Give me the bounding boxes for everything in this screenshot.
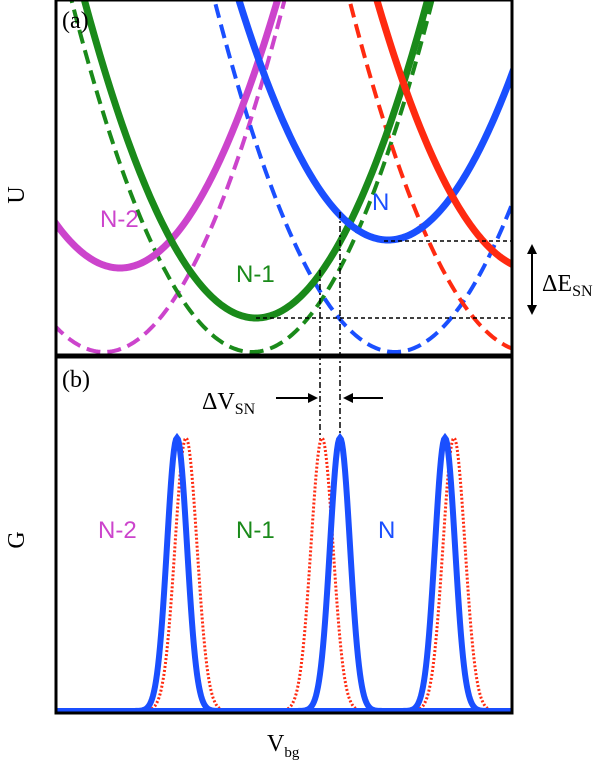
parabola-n-2-dashed <box>56 0 287 354</box>
conductance-peaks <box>56 432 512 713</box>
parabola-n-2-solid <box>56 0 282 272</box>
curve-label-n-2: N-2 <box>100 206 139 233</box>
red-peak-2 <box>56 435 512 713</box>
delta-v-annotation: ΔVSN <box>202 389 383 418</box>
panel-b: (b) G N-2 N-1 N ΔVSN Vbg <box>4 355 514 761</box>
red-peak-3 <box>56 435 512 713</box>
panel-a: (a) U N-2 N-1 N <box>4 0 514 440</box>
panel-a-tag: (a) <box>62 8 89 34</box>
panel-b-tag: (b) <box>62 367 90 393</box>
red-peak-1 <box>56 435 512 713</box>
delta-e-base: ΔE <box>542 271 572 297</box>
peak-label-n-1: N-1 <box>236 517 275 544</box>
delta-e-sub: SN <box>572 283 593 300</box>
parabola-n-solid <box>235 0 512 244</box>
curve-label-n: N <box>372 189 389 216</box>
parabola-n-plus-1-dashed <box>347 0 512 351</box>
panel-a-frame <box>54 0 514 357</box>
peak-label-n-2: N-2 <box>98 517 137 544</box>
delta-e-annotation: ΔESN <box>527 244 593 315</box>
x-axis-sub: bg <box>284 745 300 761</box>
blue-peak-2 <box>56 432 512 713</box>
panel-b-frame <box>54 355 514 715</box>
parabola-n-plus-1-solid <box>373 0 512 269</box>
u-axis-label: U <box>4 186 30 203</box>
delta-v-base: ΔV <box>202 389 235 415</box>
curve-label-n-1: N-1 <box>236 261 275 288</box>
delta-e-label: ΔESN <box>542 271 593 300</box>
x-axis-base: V <box>267 731 285 757</box>
delta-v-sub: SN <box>235 401 256 418</box>
blue-peak-1 <box>56 432 512 713</box>
parabola-n-dashed <box>212 0 512 354</box>
blue-peak-3 <box>56 432 512 713</box>
x-axis-label: Vbg <box>267 731 300 761</box>
g-axis-label: G <box>4 531 30 548</box>
peak-label-n: N <box>378 517 395 544</box>
delta-v-label: ΔVSN <box>202 389 256 418</box>
